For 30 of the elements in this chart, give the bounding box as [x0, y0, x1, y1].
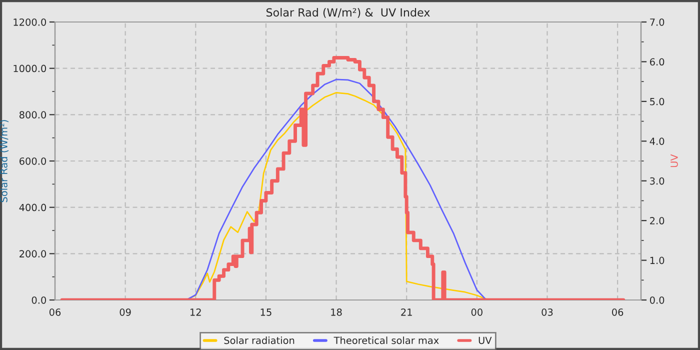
y2-tick-label: 2.0: [650, 217, 664, 224]
x-tick-label: 03: [542, 308, 553, 316]
x-tick-label: 12: [190, 308, 201, 316]
y2-tick-label: 0.0: [650, 296, 664, 304]
legend-label: UV: [478, 336, 492, 344]
y-tick-label: 1200.0: [14, 18, 46, 26]
x-tick-label: 18: [331, 308, 342, 316]
x-tick-label: 06: [49, 308, 61, 316]
y-tick-label: 200.0: [20, 250, 46, 258]
x-tick-label: 00: [471, 308, 482, 316]
y-tick-label: 1000.0: [14, 64, 46, 72]
x-tick-label: 06: [612, 308, 624, 316]
y2-axis-title: UV: [670, 154, 678, 168]
legend-label: Solar radiation: [224, 336, 294, 344]
y-tick-label: 600.0: [20, 157, 46, 165]
y-tick-label: 400.0: [19, 204, 46, 212]
legend-label: Theoretical solar max: [334, 336, 439, 344]
y2-tick-label: 7.0: [650, 18, 664, 26]
x-tick-label: 09: [120, 308, 131, 316]
y2-tick-label: 3.0: [650, 177, 664, 185]
x-tick-label: 15: [260, 308, 272, 316]
y-tick-label: 800.0: [19, 111, 46, 118]
y2-tick-label: 4.0: [650, 138, 664, 145]
y2-tick-label: 6.0: [650, 58, 664, 66]
y-axis-title: Solar Rad (W/m²): [0, 120, 9, 202]
chart-title: Solar Rad (W/m²) & UV Index: [266, 8, 430, 18]
x-tick-label: 21: [401, 308, 412, 316]
y2-tick-label: 5.0: [650, 98, 664, 106]
y2-tick-label: 1.0: [650, 256, 664, 264]
y-tick-label: 0.0: [32, 296, 46, 304]
